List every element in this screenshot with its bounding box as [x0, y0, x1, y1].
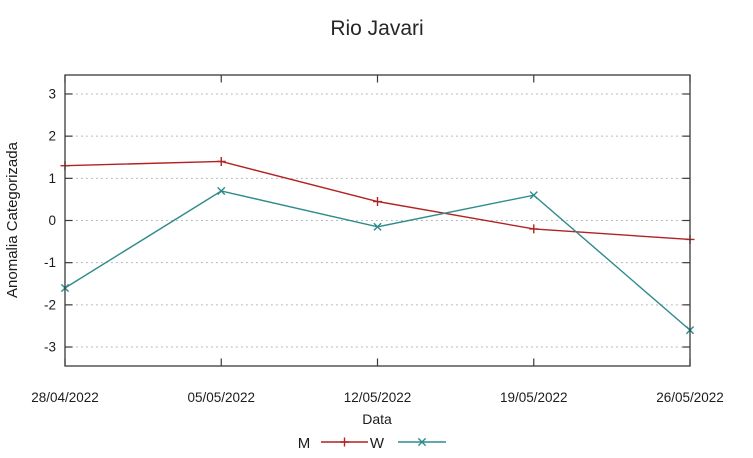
cross-marker — [373, 222, 382, 231]
x-axis-label: Data — [362, 411, 392, 427]
y-tick-label: -3 — [44, 340, 56, 355]
legend-label-W: W — [370, 435, 385, 452]
y-tick-label: 2 — [48, 129, 56, 144]
x-tick-label: 12/05/2022 — [344, 390, 412, 405]
x-tick-label: 05/05/2022 — [187, 390, 255, 405]
x-tick-label: 28/04/2022 — [31, 390, 99, 405]
plus-marker — [216, 156, 226, 166]
plus-marker — [340, 437, 349, 447]
y-axis-label: Anomalia Categorizada — [4, 141, 21, 298]
y-tick-label: 3 — [48, 86, 56, 101]
y-tick-label: 1 — [48, 171, 56, 186]
grid-layer — [66, 93, 689, 348]
chart-title: Rio Javari — [330, 17, 423, 40]
legend-item-W: W — [370, 435, 446, 452]
y-tick-label: -1 — [44, 255, 56, 270]
cross-marker — [529, 191, 538, 200]
cross-marker — [217, 186, 226, 196]
plus-marker — [529, 224, 539, 234]
series-layer — [60, 156, 695, 335]
plus-marker — [373, 197, 382, 207]
legend-item-M: M — [298, 435, 368, 452]
x-tick-label: 26/05/2022 — [656, 390, 724, 405]
series-line-W — [64, 190, 691, 331]
y-tick-label: 0 — [48, 213, 56, 228]
cross-marker — [417, 437, 427, 447]
axis-layer: -3 -2 -1 0 1 2 3 28/04/2022 05/05/2022 12/05/2022… — [31, 74, 724, 405]
legend-label-M: M — [298, 435, 311, 452]
plot-border — [64, 74, 691, 367]
x-tick-label: 19/05/2022 — [500, 390, 568, 405]
y-tick-label: -2 — [44, 297, 56, 312]
